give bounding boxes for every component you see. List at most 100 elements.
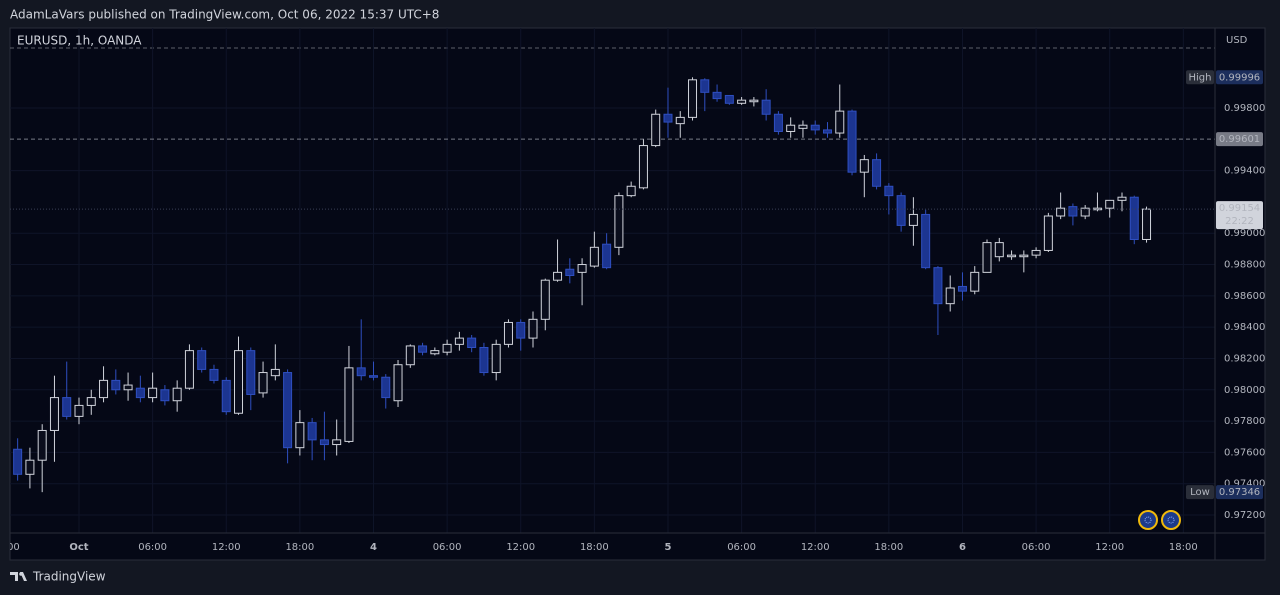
extreme-tag-box [1186,70,1214,85]
y-tick-label: 0.98400 [1224,322,1265,333]
y-tick-label: 0.99400 [1224,166,1265,177]
candle-body [332,439,342,446]
candle-body [172,387,182,402]
candle-body [221,379,231,413]
candle-body [148,387,158,399]
price-axis: 0.97200 0.97400 0.97600 0.97800 0.98000 0.982… [1224,103,1265,521]
extreme-tag: High [1189,72,1212,83]
candle-body [884,185,894,197]
last-price: 0.99154 [1219,203,1260,214]
candle-body [553,271,563,281]
extreme-tag-box [1186,485,1214,500]
y-tick-label: 0.97800 [1224,416,1265,427]
brand[interactable]: TradingView [10,570,106,584]
event-marker-inner [1167,516,1175,524]
candle-body [994,242,1004,258]
candle-body [957,285,967,292]
candle-body [258,372,268,394]
candle-body [970,271,980,292]
y-tick-label: 0.97600 [1224,447,1265,458]
candle-body [1129,196,1139,240]
brand-name: TradingView [32,570,106,584]
candle-body [295,422,305,449]
candle-body [393,364,403,402]
candle-body [503,321,513,345]
candle-body [577,264,587,273]
candle-body [37,429,47,461]
price-tag-box [1216,132,1263,147]
time-axis: 18:00 Oct 06:00 12:00 18:00 4 06:00 12:00 18:00 5… [0,542,1198,553]
candle-body [798,124,808,129]
candle-body [123,384,133,391]
candle-body [626,185,636,197]
y-tick-label: 0.99000 [1224,228,1265,239]
x-tick-label: 6 [959,542,966,553]
candle-body [1019,254,1029,258]
candle-body [270,368,280,377]
x-tick-label: Oct [69,542,88,553]
candle-body [111,379,121,391]
price-tag: 0.99601 [1219,134,1260,145]
candle-body [663,113,673,123]
candle-body [381,376,391,399]
candle-body [872,159,882,187]
y-tick-label: 0.98800 [1224,260,1265,271]
candle-body [25,459,35,475]
candle-body [908,213,918,226]
y-tick-label: 0.97200 [1224,510,1265,521]
y-tick-label: 0.98000 [1224,385,1265,396]
candle-body [405,345,415,366]
event-marker[interactable] [1138,510,1158,530]
price-tag: 0.99996 [1219,72,1260,83]
event-icon[interactable] [1138,510,1181,530]
candle-body [356,367,366,377]
candle-body [49,397,59,431]
candle-body [982,242,992,273]
x-tick-label: 4 [370,542,377,553]
candle-body [344,367,354,442]
x-tick-label: 5 [664,542,671,553]
x-tick-label: 12:00 [506,542,535,553]
y-tick-label: 0.98600 [1224,291,1265,302]
candle-body [442,343,452,353]
event-marker[interactable] [1161,510,1181,530]
candle-body [896,195,906,226]
last-price-box [1216,201,1263,230]
candle-body [773,113,783,132]
candle-body [307,422,317,441]
x-tick-label: 18:00 [0,542,20,553]
candle-body [749,99,759,103]
candle-body [135,387,145,399]
x-tick-label: 06:00 [433,542,462,553]
candle-body [589,246,599,267]
candle-body [1031,249,1041,256]
candle-body [786,124,796,132]
candle-body [700,79,710,93]
x-tick-label: 06:00 [138,542,167,553]
logo-dot [19,572,23,576]
candle-body [13,448,23,475]
candle-body [945,287,955,305]
publish-info: AdamLaVars published on TradingView.com,… [10,8,439,22]
x-tick-label: 06:00 [727,542,756,553]
y-tick-label: 0.97400 [1224,479,1265,490]
candle-body [675,116,685,125]
candle-body [933,267,943,305]
extreme-tag: Low [1190,487,1210,498]
plot [10,28,1215,533]
x-tick-label: 12:00 [801,542,830,553]
candle-body [418,345,428,353]
candle-body [614,195,624,248]
candle-body [724,94,734,104]
candle-body [209,368,219,381]
x-tick-label: 18:00 [580,542,609,553]
candle-body [74,404,84,417]
candle-body [528,318,538,339]
candle-body [859,159,869,173]
candle-body [197,350,207,370]
currency: USD [1226,35,1248,46]
candle-body [1080,207,1090,217]
candle-body [246,350,256,395]
candle-body [810,124,820,131]
price-tag-box [1216,485,1263,500]
